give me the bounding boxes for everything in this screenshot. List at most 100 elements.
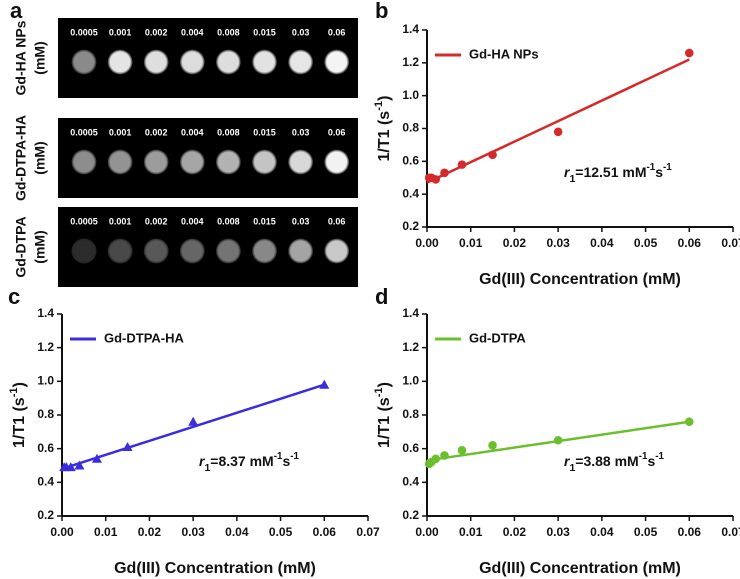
concentration-label: 0.002 [145,27,168,37]
data-point [431,454,441,464]
y-tick-label: 0.8 [37,407,54,421]
phantom [324,149,350,175]
x-tick-label: 0.00 [415,525,439,539]
phantom [324,49,350,75]
phantom [179,238,205,264]
concentration-label: 0.008 [217,216,240,226]
x-tick-label: 0.07 [356,525,380,539]
y-tick-label: 1.2 [37,340,54,354]
text-part: r [564,164,571,180]
panel-label: a [10,0,23,23]
text-part: 1 [569,173,575,185]
legend-label: Gd-HA NPs [469,46,539,61]
row-label: Gd-DTPA [13,216,29,277]
y-tick-label: 0.6 [37,441,54,455]
concentration-label: 0.004 [181,216,204,226]
data-point [122,441,133,451]
y-tick-label: 0.6 [402,441,419,455]
phantom [324,238,350,264]
annotation: r1=8.37 mM-1s-1 [199,451,300,474]
x-tick-label: 0.01 [459,525,483,539]
y-tick-label: 0.2 [402,508,419,522]
x-tick-label: 0.05 [634,236,658,250]
row-label: Gd-DTPA-HA [13,115,29,201]
data-point [553,127,563,137]
concentration-label: 0.002 [145,216,168,226]
image-block [58,118,358,198]
x-tick-label: 0.02 [503,236,527,250]
text-part: r [564,453,571,469]
text-part: -1 [8,387,20,397]
data-point [488,150,497,160]
data-point [684,48,694,58]
data-point [188,416,199,426]
data-point [74,460,85,470]
fit-line [426,58,690,184]
row-label: (mM) [32,41,48,74]
row-label: (mM) [32,230,48,263]
concentration-label: 0.008 [217,27,240,37]
x-tick-label: 0.02 [503,525,527,539]
image-block [58,18,358,98]
text-part: =3.88 mM [575,453,638,469]
y-axis-label: 1/T1 (s-1) [373,96,393,162]
text-part: 1/T1 (s [11,397,28,448]
phantom [71,49,97,75]
text-part: 1 [204,462,210,474]
y-tick-label: 0.8 [402,407,419,421]
y-tick-label: 0.4 [402,475,419,489]
y-tick-label: 0.2 [37,508,54,522]
x-tick-label: 0.06 [313,525,337,539]
data-point [65,462,76,472]
data-point [440,168,449,178]
phantom [252,49,277,75]
image-block [58,207,358,287]
x-tick-label: 0.01 [94,525,118,539]
x-tick-label: 0.03 [546,525,570,539]
y-tick-label: 1.2 [402,55,419,69]
text-part: -1 [274,451,283,462]
y-tick-label: 1.4 [37,306,54,320]
x-tick-label: 0.07 [721,236,740,250]
y-tick-label: 1.4 [402,306,419,320]
x-tick-label: 0.00 [50,525,74,539]
phantom [252,238,277,264]
panel-label: d [375,284,388,309]
y-axis-label: 1/T1 (s-1) [373,382,393,448]
phantom [252,149,277,175]
phantom [107,49,133,75]
text-part: -1 [373,101,385,111]
x-tick-label: 0.02 [138,525,162,539]
data-point [319,379,330,389]
concentration-label: 0.06 [328,216,346,226]
text-part: ) [376,382,393,387]
data-point [488,441,497,450]
y-tick-label: 0.4 [37,475,54,489]
phantom [179,149,205,175]
x-tick-label: 0.04 [225,525,249,539]
text-part: ) [11,382,28,387]
phantom [107,149,133,175]
text-part: =8.37 mM [210,453,273,469]
data-point [553,435,563,445]
text-part: -1 [639,451,648,462]
text-part: 1/T1 (s [376,397,393,448]
data-point [440,451,449,460]
panel-label: c [8,284,20,309]
row-label: Gd-HA NPs [13,20,29,95]
text-part: -1 [647,162,656,173]
text-part: -1 [655,451,664,462]
y-tick-label: 1.0 [402,374,419,388]
text-part: 1 [569,462,575,474]
x-tick-label: 0.05 [634,525,658,539]
y-axis-label: 1/T1 (s-1) [8,382,28,448]
text-part: ) [376,96,393,101]
data-point [457,446,467,455]
phantom [215,49,241,75]
text-part: s [655,164,663,180]
y-tick-label: 1.2 [402,340,419,354]
concentration-label: 0.0005 [70,127,98,137]
x-tick-label: 0.03 [181,525,205,539]
phantom [288,149,314,175]
y-tick-label: 1.0 [37,374,54,388]
